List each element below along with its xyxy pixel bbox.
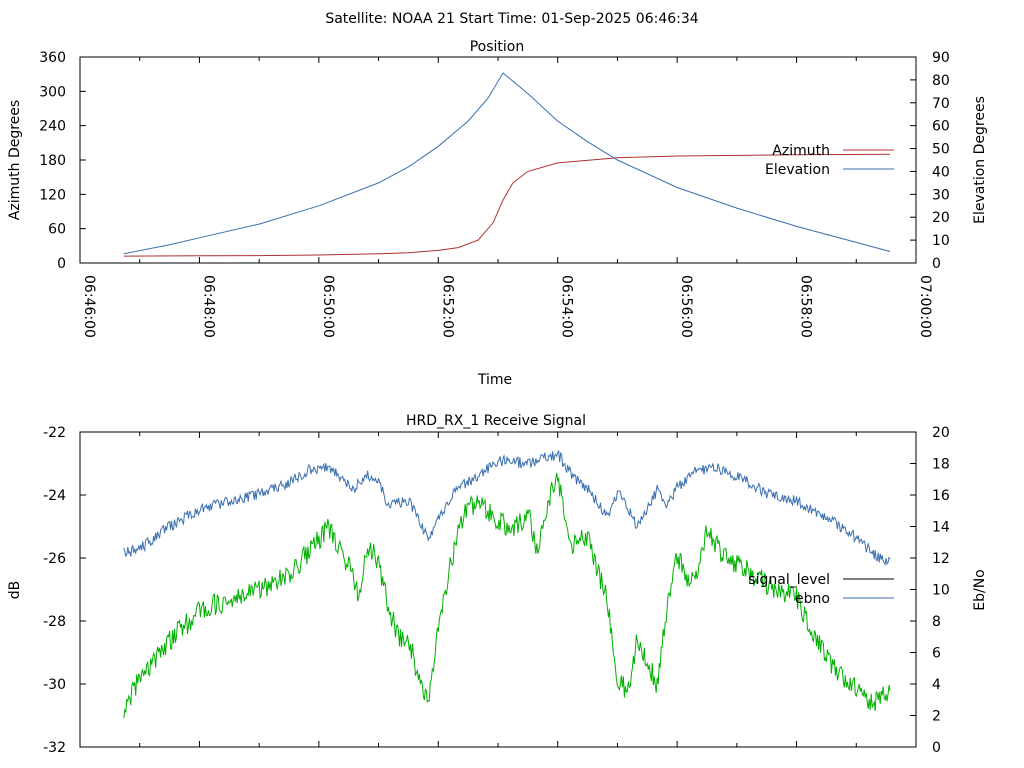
y2-tick-label: 4 bbox=[932, 677, 941, 693]
y2-tick-label: 60 bbox=[932, 119, 950, 135]
y2-tick-label: 20 bbox=[932, 210, 950, 226]
y2-tick-label: 6 bbox=[932, 646, 941, 662]
y-tick-label: 0 bbox=[57, 256, 66, 272]
legend-label: signal_level bbox=[748, 572, 830, 588]
position-chart-title: Position bbox=[470, 39, 525, 55]
y2-tick-label: 80 bbox=[932, 73, 950, 89]
y-tick-label: -26 bbox=[43, 551, 66, 567]
legend-label: Azimuth bbox=[772, 143, 830, 159]
series-line-ebno bbox=[123, 449, 891, 566]
signal-axis-ticks: -32 -30 -28 -26 -24 -22 0 2 4 6 8 10 12 14 16 18 20 bbox=[43, 425, 950, 756]
signal-y-axis-label: dB bbox=[7, 581, 23, 600]
legend-label: ebno bbox=[795, 591, 830, 607]
y-tick-label: -22 bbox=[43, 425, 66, 441]
y2-tick-label: 50 bbox=[932, 142, 950, 158]
position-y-axis-label: Azimuth Degrees bbox=[7, 100, 23, 220]
y-tick-label: 240 bbox=[39, 119, 66, 135]
position-x-axis-label: Time bbox=[477, 372, 512, 388]
y-tick-label: 180 bbox=[39, 153, 66, 169]
page-title: Satellite: NOAA 21 Start Time: 01-Sep-20… bbox=[325, 11, 698, 27]
y-tick-label: -30 bbox=[43, 677, 66, 693]
y2-tick-label: 30 bbox=[932, 187, 950, 203]
y2-tick-label: 12 bbox=[932, 551, 950, 567]
y-tick-label: 120 bbox=[39, 187, 66, 203]
position-legend: Azimuth Elevation bbox=[765, 143, 894, 178]
y2-tick-label: 10 bbox=[932, 583, 950, 599]
x-tick-label: 06:48:00 bbox=[200, 275, 216, 338]
y-tick-label: -24 bbox=[43, 488, 66, 504]
y2-tick-label: 90 bbox=[932, 50, 950, 66]
x-tick-label: 06:54:00 bbox=[559, 275, 575, 338]
x-tick-label: 06:58:00 bbox=[798, 275, 814, 338]
x-tick-label: 06:50:00 bbox=[320, 275, 336, 338]
y2-tick-label: 8 bbox=[932, 614, 941, 630]
signal-y2-axis-label: Eb/No bbox=[972, 569, 988, 611]
signal-chart-title: HRD_RX_1 Receive Signal bbox=[406, 413, 586, 429]
position-plot-frame bbox=[79, 56, 917, 264]
x-tick-label: 06:52:00 bbox=[439, 275, 455, 338]
x-tick-label: 06:46:00 bbox=[81, 275, 97, 338]
y2-tick-label: 40 bbox=[932, 164, 950, 180]
signal-series bbox=[123, 449, 891, 719]
x-tick-label: 06:56:00 bbox=[678, 275, 694, 338]
y2-tick-label: 20 bbox=[932, 425, 950, 441]
y2-tick-label: 10 bbox=[932, 233, 950, 249]
series-line-azimuth bbox=[123, 153, 891, 257]
y-tick-label: 60 bbox=[48, 222, 66, 238]
position-axis-ticks: 0 60 120 180 240 300 360 0 10 20 30 40 50 60 70 80 90 06:… bbox=[39, 50, 950, 338]
series-line-elevation bbox=[123, 72, 891, 255]
y-tick-label: 360 bbox=[39, 50, 66, 66]
y-tick-label: -32 bbox=[43, 740, 66, 756]
series-line-signal-level bbox=[123, 472, 891, 719]
legend-label: Elevation bbox=[765, 162, 830, 178]
y2-tick-label: 0 bbox=[932, 256, 941, 272]
y2-tick-label: 70 bbox=[932, 96, 950, 112]
y-tick-label: -28 bbox=[43, 614, 66, 630]
y2-tick-label: 2 bbox=[932, 709, 941, 725]
y2-tick-label: 18 bbox=[932, 457, 950, 473]
y-tick-label: 300 bbox=[39, 84, 66, 100]
y2-tick-label: 16 bbox=[932, 488, 950, 504]
y2-tick-label: 14 bbox=[932, 520, 950, 536]
position-y2-axis-label: Elevation Degrees bbox=[972, 96, 988, 224]
x-tick-label: 07:00:00 bbox=[917, 275, 933, 338]
position-series bbox=[123, 72, 891, 257]
y2-tick-label: 0 bbox=[932, 740, 941, 756]
signal-chart: HRD_RX_1 Receive Signal dB Eb/No -32-30-… bbox=[7, 413, 988, 756]
position-chart: Position Azimuth Degrees Elevation Degre… bbox=[7, 39, 988, 388]
